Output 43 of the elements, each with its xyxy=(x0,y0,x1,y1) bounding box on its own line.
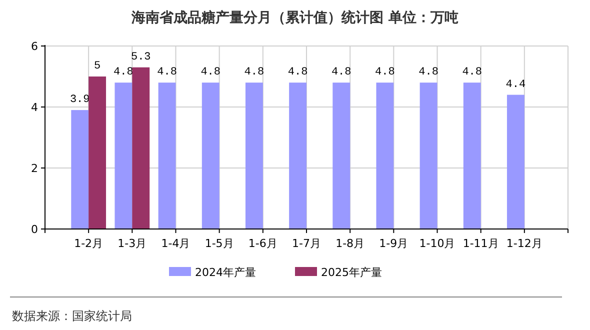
bar xyxy=(245,82,263,229)
bar xyxy=(506,94,524,229)
chart-title: 海南省成品糖产量分月（累计值）统计图 单位：万吨 xyxy=(130,9,458,26)
bar xyxy=(420,82,438,229)
y-tick-label: 2 xyxy=(31,162,38,175)
x-tick-label: 1-2月 xyxy=(74,237,104,250)
x-tick-label: 1-5月 xyxy=(204,237,234,250)
bar xyxy=(88,76,106,229)
data-label: 4.8 xyxy=(200,66,221,79)
data-label: 4.8 xyxy=(288,66,308,79)
data-label: 4.8 xyxy=(418,66,438,79)
y-tick-label: 0 xyxy=(31,223,38,236)
data-label: 4.8 xyxy=(244,66,264,79)
y-tick-label: 4 xyxy=(31,101,38,114)
legend-label: 2024年产量 xyxy=(195,266,256,279)
x-tick-label: 1-11月 xyxy=(462,237,499,250)
data-label: 4.4 xyxy=(506,78,526,91)
bar xyxy=(289,82,306,229)
bar xyxy=(132,67,150,229)
bar xyxy=(332,82,350,229)
x-tick-label: 1-7月 xyxy=(292,237,321,250)
x-tick-label: 1-9月 xyxy=(379,237,408,250)
legend-label: 2025年产量 xyxy=(321,266,382,279)
bar xyxy=(202,82,220,229)
x-tick-label: 1-8月 xyxy=(336,237,365,250)
x-tick-label: 1-6月 xyxy=(248,237,278,250)
data-label: 4.8 xyxy=(331,66,352,79)
bar xyxy=(114,82,132,229)
bar xyxy=(71,110,89,229)
x-tick-label: 1-4月 xyxy=(161,237,190,250)
bar xyxy=(463,82,481,229)
bar xyxy=(158,82,176,229)
data-label: 5 xyxy=(94,60,101,72)
bar xyxy=(376,82,394,229)
x-tick-label: 1-10月 xyxy=(419,237,456,250)
data-label: 5.3 xyxy=(130,51,151,64)
x-tick-label: 1-3月 xyxy=(118,237,147,250)
data-label: 4.8 xyxy=(375,66,395,79)
data-label: 4.8 xyxy=(462,66,482,79)
y-tick-label: 6 xyxy=(31,40,38,53)
x-tick-label: 1-12月 xyxy=(506,237,542,250)
source-note: 数据来源：国家统计局 xyxy=(12,309,132,323)
data-label: 4.8 xyxy=(157,66,177,79)
